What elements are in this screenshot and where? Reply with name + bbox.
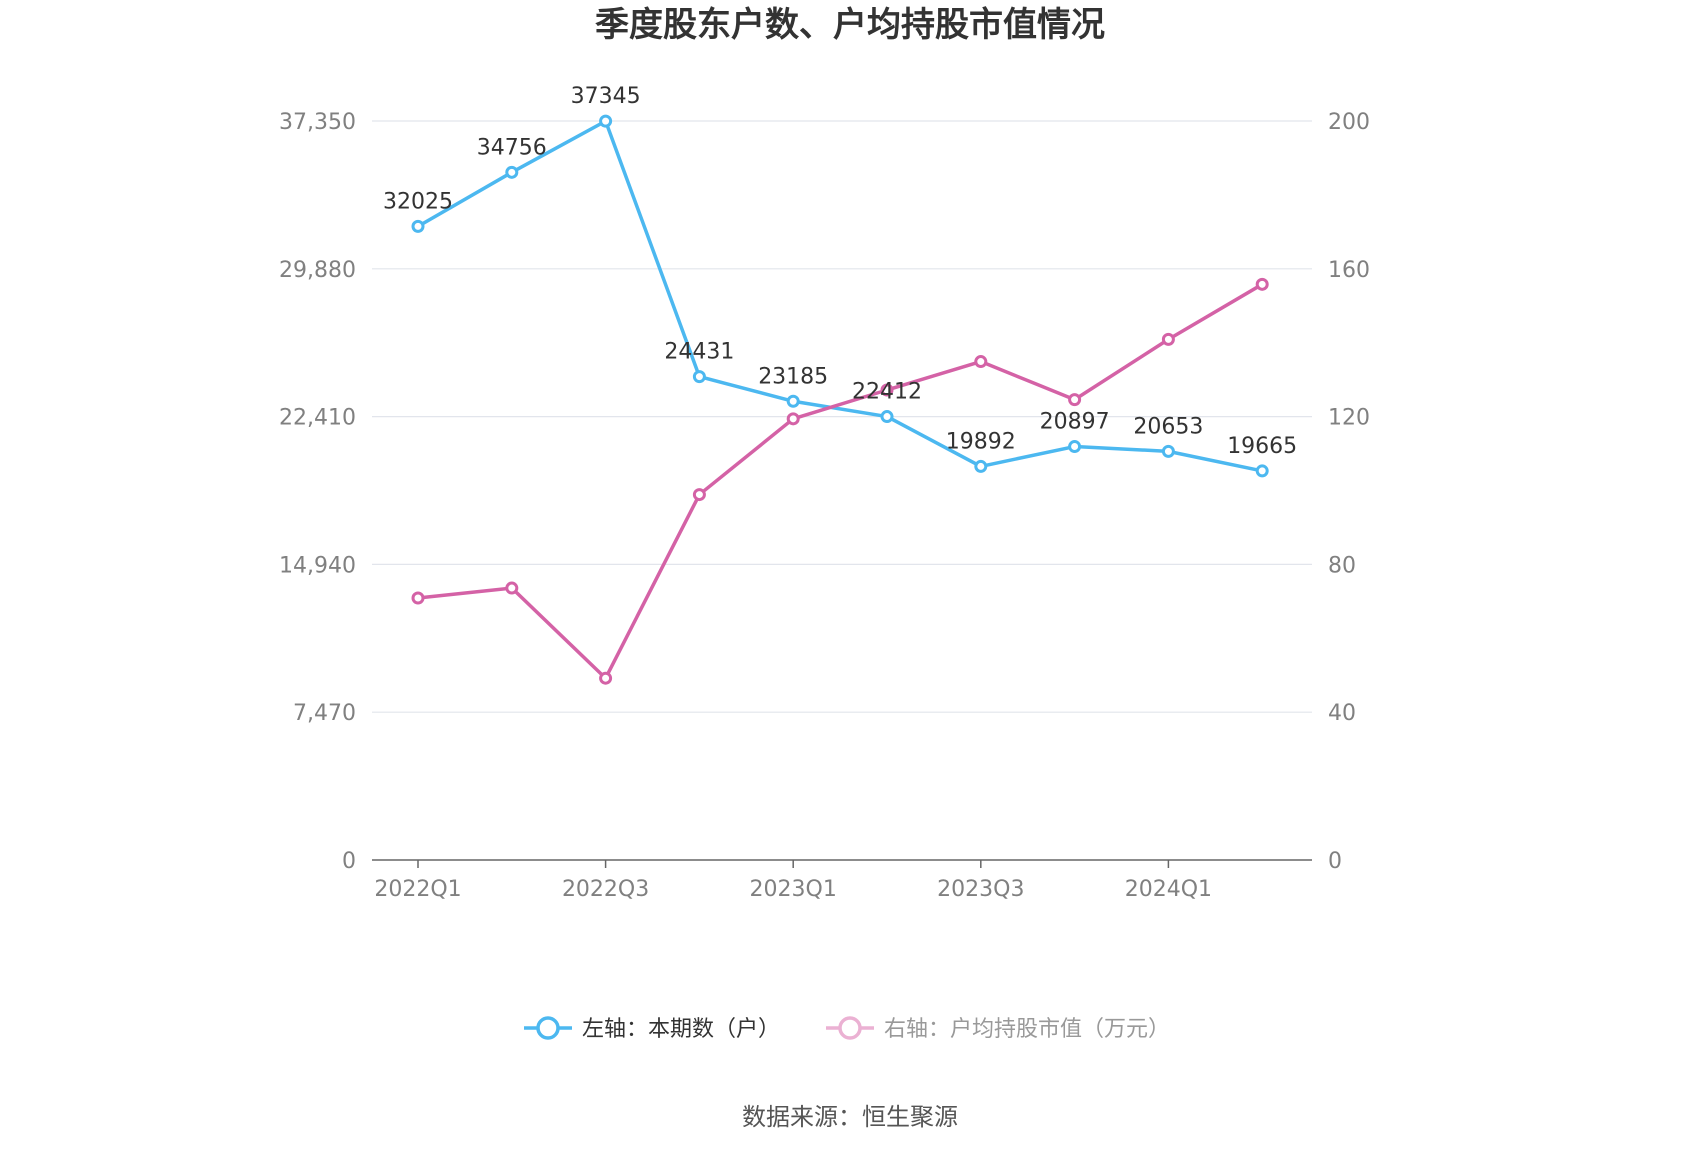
y-left-tick-label: 0 (342, 849, 356, 874)
y-left-tick-label: 22,410 (279, 406, 356, 431)
data-label: 23185 (758, 364, 828, 389)
data-label: 37345 (571, 84, 641, 109)
y-right-tick-label: 160 (1328, 258, 1370, 283)
legend-label-right: 右轴：户均持股市值（万元） (884, 1017, 1170, 1042)
series-line-right (417, 282, 1264, 680)
data-point-left (786, 394, 800, 408)
data-point-left (880, 410, 894, 424)
legend[interactable]: 左轴：本期数（户） 右轴：户均持股市值（万元） (524, 1016, 1170, 1042)
data-point-right (599, 671, 613, 685)
data-label: 20897 (1040, 410, 1110, 435)
data-label: 32025 (383, 189, 453, 214)
series-line-left (417, 119, 1263, 473)
data-label: 19665 (1227, 434, 1297, 459)
data-label: 20653 (1133, 414, 1203, 439)
x-tick-label: 2023Q3 (937, 877, 1024, 902)
y-right-tick-label: 0 (1328, 849, 1342, 874)
data-point-left (505, 165, 519, 179)
data-point-left (1161, 444, 1175, 458)
data-point-right (880, 383, 894, 397)
data-point-right (974, 355, 988, 369)
axes: 0 0 7,470 40 14,940 80 22,410 120 29,880 160 37,35… (279, 110, 1370, 902)
series-layer (411, 114, 1269, 685)
legend-marker-right (838, 1016, 862, 1040)
y-right-tick-label: 80 (1328, 553, 1356, 578)
legend-label-left: 左轴：本期数（户） (582, 1017, 780, 1042)
grid-lines (372, 120, 1312, 713)
data-label: 24431 (664, 340, 734, 365)
data-point-left (974, 459, 988, 473)
data-point-right (411, 591, 425, 605)
y-right-tick-label: 120 (1328, 406, 1370, 431)
data-point-right (1255, 277, 1269, 291)
x-tick-label: 2022Q1 (374, 877, 461, 902)
data-labels: 32025 34756 37345 24431 23185 22412 19892 20897… (383, 84, 1297, 459)
y-left-tick-label: 37,350 (279, 110, 356, 135)
data-point-left (1255, 464, 1269, 478)
x-tick-label: 2024Q1 (1125, 877, 1212, 902)
data-point-left (411, 219, 425, 233)
data-point-right (1161, 332, 1175, 346)
data-point-right (505, 581, 519, 595)
data-label: 34756 (477, 135, 547, 160)
data-label: 22412 (852, 380, 922, 405)
data-point-right (786, 412, 800, 426)
x-tick-label: 2022Q3 (562, 877, 649, 902)
data-point-right (692, 488, 706, 502)
data-point-left (692, 370, 706, 384)
y-left-tick-label: 7,470 (293, 701, 356, 726)
data-point-right (1068, 393, 1082, 407)
data-point-left (1068, 440, 1082, 454)
y-right-tick-label: 40 (1328, 701, 1356, 726)
x-tick-label: 2023Q1 (750, 877, 837, 902)
data-label: 19892 (946, 429, 1016, 454)
data-point-left (599, 114, 613, 128)
legend-marker-left (536, 1016, 560, 1040)
y-right-tick-label: 200 (1328, 110, 1370, 135)
y-left-tick-label: 14,940 (279, 553, 356, 578)
source-note: 数据来源：恒生聚源 (742, 1103, 958, 1131)
y-left-tick-label: 29,880 (279, 258, 356, 283)
chart-title: 季度股东户数、户均持股市值情况 (595, 5, 1105, 45)
